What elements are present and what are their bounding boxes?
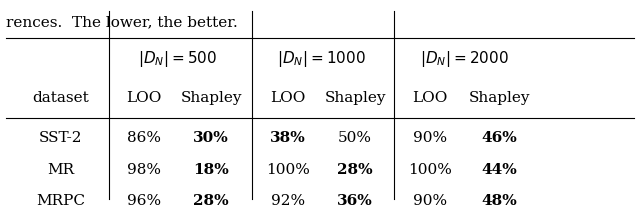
Text: 86%: 86%	[127, 131, 161, 145]
Text: 100%: 100%	[266, 163, 310, 177]
Text: Shapley: Shapley	[468, 91, 530, 105]
Text: Shapley: Shapley	[324, 91, 386, 105]
Text: 90%: 90%	[413, 194, 447, 208]
Text: 38%: 38%	[270, 131, 306, 145]
Text: MR: MR	[47, 163, 74, 177]
Text: LOO: LOO	[270, 91, 306, 105]
Text: 98%: 98%	[127, 163, 161, 177]
Text: dataset: dataset	[33, 91, 89, 105]
Text: 36%: 36%	[337, 194, 373, 208]
Text: SST-2: SST-2	[39, 131, 83, 145]
Text: 44%: 44%	[481, 163, 517, 177]
Text: 96%: 96%	[127, 194, 161, 208]
Text: $|D_N| = 500$: $|D_N| = 500$	[138, 49, 218, 69]
Text: 28%: 28%	[337, 163, 373, 177]
Text: 18%: 18%	[193, 163, 229, 177]
Text: rences.  The lower, the better.: rences. The lower, the better.	[6, 15, 238, 29]
Text: MRPC: MRPC	[36, 194, 85, 208]
Text: 46%: 46%	[481, 131, 517, 145]
Text: 90%: 90%	[413, 131, 447, 145]
Text: 28%: 28%	[193, 194, 229, 208]
Text: LOO: LOO	[126, 91, 162, 105]
Text: $|D_N| = 1000$: $|D_N| = 1000$	[278, 49, 366, 69]
Text: 48%: 48%	[481, 194, 517, 208]
Text: LOO: LOO	[412, 91, 448, 105]
Text: 30%: 30%	[193, 131, 229, 145]
Text: $|D_N| = 2000$: $|D_N| = 2000$	[420, 49, 509, 69]
Text: 50%: 50%	[338, 131, 372, 145]
Text: 100%: 100%	[408, 163, 452, 177]
Text: 92%: 92%	[271, 194, 305, 208]
Text: Shapley: Shapley	[180, 91, 242, 105]
